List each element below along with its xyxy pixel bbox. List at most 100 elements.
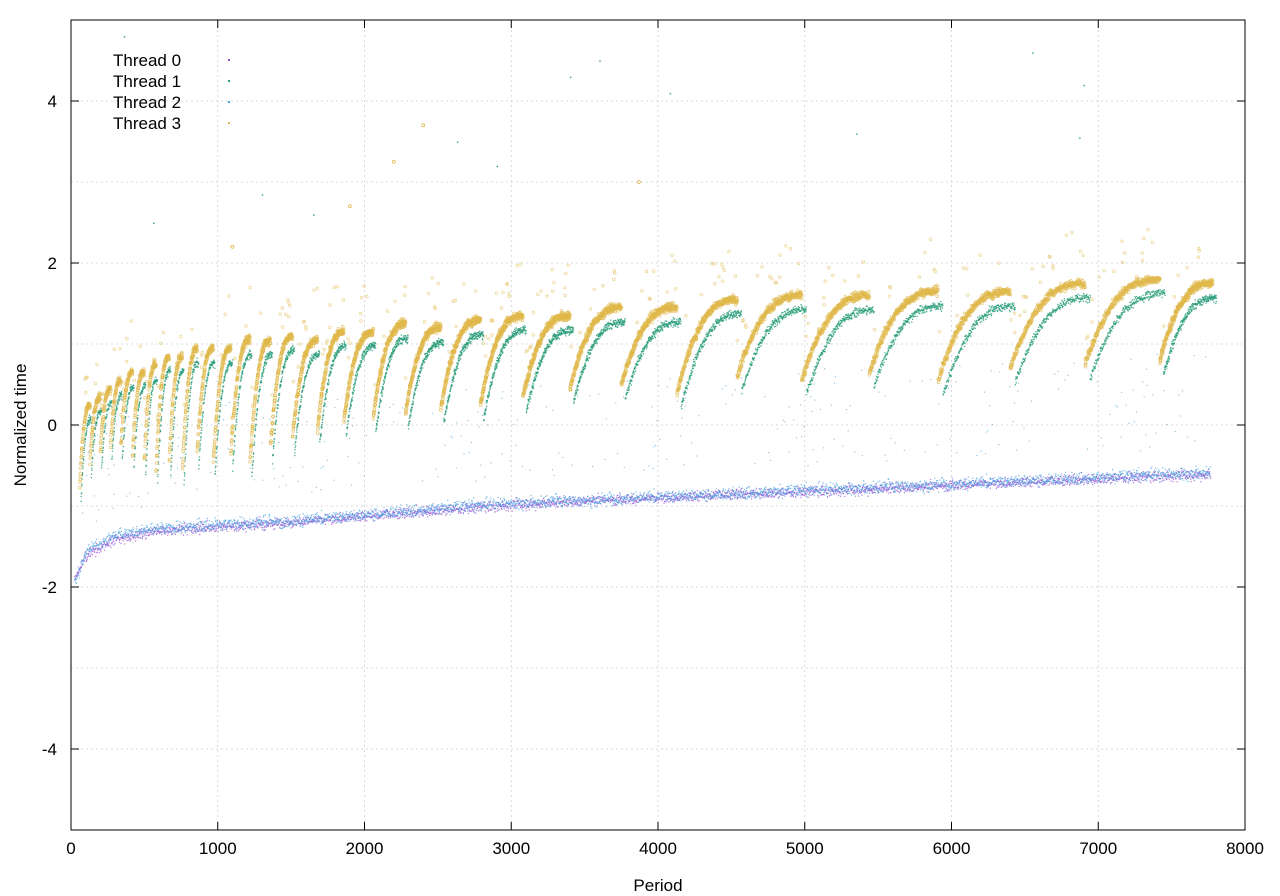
thread-0-point [596, 497, 598, 499]
thread-0-point [756, 492, 758, 495]
thread-2-point [154, 532, 156, 534]
thread-0-point [1092, 474, 1094, 476]
thread-0-point [621, 496, 623, 498]
thread-0-point [654, 496, 656, 498]
thread-2-point [153, 525, 155, 528]
thread-0-point [671, 498, 673, 500]
thread-0-point [890, 483, 892, 485]
thread-2-point [572, 500, 574, 502]
thread-0-point [654, 500, 656, 503]
thread-2-point [344, 519, 347, 521]
thread-0-point [782, 487, 784, 489]
thread-2-point [606, 498, 608, 500]
thread-0-point [85, 560, 87, 563]
thread-0-point [935, 485, 937, 487]
thread-0-point [899, 491, 901, 493]
thread-0-point [124, 533, 126, 535]
thread-0-point [798, 486, 800, 488]
thread-2-point [321, 523, 323, 525]
thread-0-point [559, 500, 561, 503]
thread-2-point [347, 520, 350, 522]
thread-2-point [542, 506, 544, 508]
thread-0-point [1008, 482, 1010, 484]
thread-0-point [929, 478, 932, 480]
thread-0-point [1157, 473, 1159, 475]
thread-2-point [552, 409, 554, 411]
thread-0-point [876, 486, 878, 489]
thread-2-point [198, 529, 200, 531]
thread-2-point [472, 507, 474, 509]
thread-2-point [201, 529, 203, 531]
thread-0-point [440, 513, 442, 515]
thread-2-point [374, 515, 376, 517]
thread-2-point [239, 516, 241, 518]
thread-2-point [567, 498, 569, 500]
thread-0-point [865, 491, 867, 493]
thread-0-point [277, 518, 279, 520]
thread-2-point [124, 531, 126, 533]
thread-2-point [311, 491, 313, 493]
thread-0-point [529, 501, 531, 503]
thread-2-point [163, 527, 166, 529]
thread-0-point [267, 525, 270, 527]
thread-2-point [564, 501, 566, 503]
thread-0-point [622, 501, 625, 503]
thread-2-point [431, 504, 433, 506]
thread-2-point [195, 531, 197, 533]
thread-0-point [579, 504, 581, 506]
thread-0-point [968, 486, 970, 488]
thread-0-point [636, 501, 638, 503]
thread-0-point [108, 539, 111, 541]
thread-0-point [280, 523, 282, 525]
thread-0-point [477, 506, 479, 508]
thread-0-point [265, 520, 267, 523]
thread-0-point [630, 495, 632, 497]
thread-0-point [592, 501, 594, 503]
thread-0-point [897, 488, 899, 490]
thread-0-point [428, 512, 430, 514]
thread-2-point [183, 528, 186, 530]
thread-0-point [579, 501, 581, 503]
thread-2-point [159, 526, 161, 528]
thread-0-point [549, 503, 552, 506]
thread-2-point [306, 520, 308, 523]
thread-2-point [386, 515, 388, 517]
thread-0-point [1068, 474, 1070, 477]
thread-2-point [282, 527, 284, 529]
thread-2-point [262, 516, 264, 518]
thread-0-point [1067, 480, 1069, 483]
thread-0-point [1181, 471, 1183, 474]
thread-0-point [612, 504, 615, 506]
thread-2-point [176, 525, 178, 527]
thread-2-point [451, 437, 453, 439]
thread-2-point [419, 510, 421, 512]
thread-2-point [194, 530, 196, 532]
thread-0-point [491, 507, 493, 509]
thread-2-point [624, 497, 626, 500]
thread-2-point [501, 453, 503, 455]
thread-0-point [908, 490, 910, 492]
thread-2-point [110, 539, 112, 542]
thread-2-point [595, 506, 597, 508]
thread-2-point [296, 515, 299, 518]
thread-0-point [217, 527, 219, 529]
thread-2-point [96, 544, 98, 547]
thread-2-point [224, 520, 227, 523]
thread-2-point [578, 505, 580, 507]
thread-0-point [799, 488, 801, 490]
thread-2-point [584, 498, 586, 500]
thread-0-point [250, 529, 252, 531]
thread-2-point [193, 522, 195, 525]
thread-0-point [433, 509, 435, 512]
thread-0-point [82, 564, 84, 566]
thread-0-point [547, 501, 550, 504]
thread-0-point [306, 516, 309, 518]
thread-0-point [294, 523, 296, 525]
thread-0-point [79, 569, 81, 571]
thread-0-point [616, 496, 618, 499]
thread-0-point [528, 509, 530, 511]
thread-0-point [1100, 481, 1102, 484]
thread-0-point [585, 502, 587, 504]
thread-0-point [142, 535, 144, 537]
thread-2-point [461, 504, 463, 506]
